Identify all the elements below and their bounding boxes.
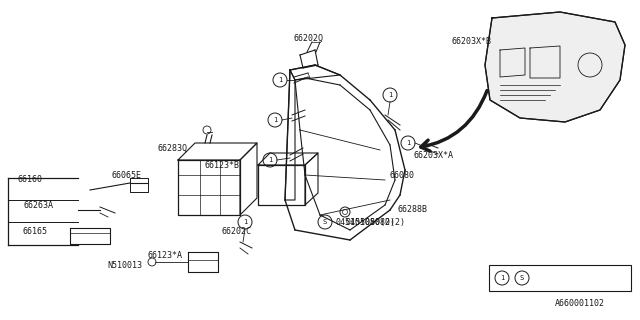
Text: 66080: 66080 bbox=[390, 171, 415, 180]
Text: 1: 1 bbox=[406, 140, 410, 146]
Text: 66263A: 66263A bbox=[23, 201, 53, 210]
Text: N510013: N510013 bbox=[108, 260, 143, 269]
Text: 1: 1 bbox=[278, 77, 282, 83]
FancyBboxPatch shape bbox=[489, 265, 631, 291]
Text: 66203X*B: 66203X*B bbox=[452, 37, 492, 46]
Polygon shape bbox=[485, 12, 625, 122]
Text: 1: 1 bbox=[388, 92, 392, 98]
FancyArrowPatch shape bbox=[421, 91, 487, 151]
Text: 66203X*A: 66203X*A bbox=[413, 150, 453, 159]
Text: 66283Q: 66283Q bbox=[157, 143, 187, 153]
Text: 045105080(2): 045105080(2) bbox=[345, 218, 405, 227]
Text: 66123*B: 66123*B bbox=[205, 161, 239, 170]
Text: 66202C: 66202C bbox=[222, 228, 252, 236]
Text: 66065E: 66065E bbox=[112, 171, 142, 180]
Text: 66202Q: 66202Q bbox=[293, 34, 323, 43]
Text: 1: 1 bbox=[500, 275, 504, 281]
Text: 66123*A: 66123*A bbox=[147, 251, 182, 260]
Text: 1: 1 bbox=[273, 117, 277, 123]
Text: 1: 1 bbox=[243, 219, 247, 225]
Text: A660001102: A660001102 bbox=[555, 300, 605, 308]
Text: 045105160(18): 045105160(18) bbox=[534, 274, 599, 283]
Text: S: S bbox=[323, 219, 327, 225]
Text: 1: 1 bbox=[268, 157, 272, 163]
Text: 66160: 66160 bbox=[17, 175, 42, 185]
Text: 66165: 66165 bbox=[22, 228, 47, 236]
Text: 66288B: 66288B bbox=[397, 205, 427, 214]
Text: S: S bbox=[520, 275, 524, 281]
Text: 045105080(2): 045105080(2) bbox=[335, 218, 395, 227]
